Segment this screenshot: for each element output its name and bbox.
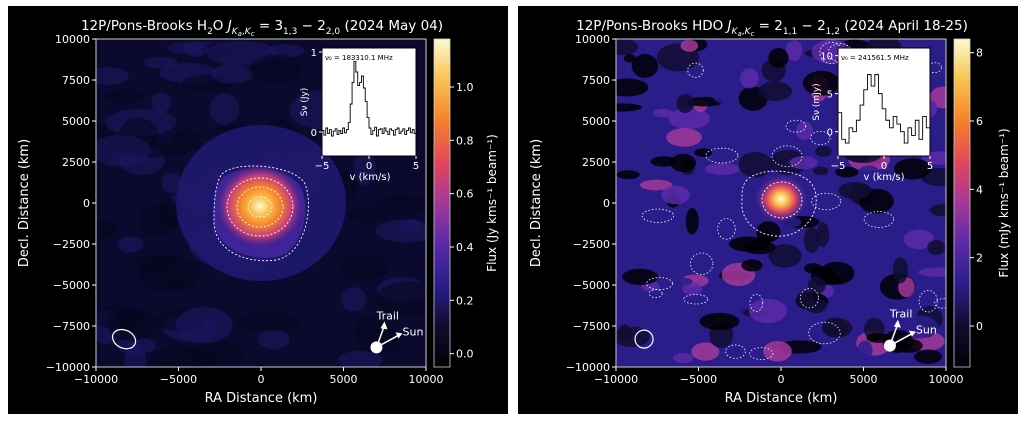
direction-arrows: Trail Sun: [883, 308, 937, 352]
sun-label: Sun: [403, 325, 424, 338]
x-tick-label: −5000: [680, 373, 717, 386]
trail-label: Trail: [376, 309, 399, 322]
y-tick-label: −5000: [53, 279, 90, 292]
colorbar-tick-label: 2: [976, 252, 983, 265]
colorbar: [953, 38, 971, 368]
contour-3sigma: [741, 170, 817, 237]
inset-x-tick-label: 5: [927, 161, 933, 172]
h2o-map-figure: 12P/Pons-Brooks H2O JKa,Kc = 31,3 − 22,0…: [17, 18, 499, 406]
x-tick-label: 5000: [330, 373, 358, 386]
colorbar-tick-label: 6: [976, 115, 983, 128]
x-tick-label: 10000: [929, 373, 964, 386]
x-tick-label: 10000: [409, 373, 444, 386]
y-axis-label: Decl. Distance (km): [529, 139, 544, 267]
y-tick-label: −5000: [573, 279, 610, 292]
left-panel: 12P/Pons-Brooks H2O JKa,Kc = 31,3 − 22,0…: [8, 6, 508, 414]
colorbar: [433, 38, 451, 368]
y-axis-label: Decl. Distance (km): [17, 139, 32, 267]
x-tick-label: −10000: [74, 373, 118, 386]
x-tick-label: 0: [258, 373, 265, 386]
inset-rest-frequency: ν₀ = 241561.5 MHz: [841, 54, 909, 62]
direction-arrows: Trail Sun: [370, 309, 424, 354]
colorbar-ticks: 0.0 0.2 0.4 0.6 0.8 1.0: [450, 81, 474, 361]
chart-title: 12P/Pons-Brooks HDO JKa,Kc = 21,1 − 21,2…: [576, 18, 968, 38]
colorbar-ticks: 0 2 4 6 8: [970, 47, 983, 333]
x-axis-label: RA Distance (km): [205, 391, 318, 406]
y-tick-label: −10000: [566, 361, 610, 374]
colorbar-tick-label: 0.2: [456, 294, 474, 307]
inset-y-tick-label: 0: [827, 128, 833, 139]
right-panel: 12P/Pons-Brooks HDO JKa,Kc = 21,1 − 21,2…: [518, 6, 1018, 414]
inset-y-tick-label: 5: [827, 90, 833, 101]
colorbar-label: Flux (mJy kms⁻¹ beam⁻¹): [997, 128, 1011, 277]
colorbar-tick-label: 4: [976, 183, 983, 196]
y-tick-label: −2500: [573, 238, 610, 251]
contour-6sigma: [761, 181, 803, 219]
inset-spectrum-line: [838, 74, 931, 144]
hdo-emission-core: [755, 175, 807, 223]
y-tick-label: 0: [603, 197, 610, 210]
spectrum-inset: −5 0 5 0 1 ν₀ = 183310.1 MHz v (km/s) Sν (Jy…: [300, 47, 419, 183]
inset-rest-frequency: ν₀ = 183310.1 MHz: [325, 54, 393, 62]
colorbar-tick-label: 0.6: [456, 188, 474, 201]
y-tick-label: 2500: [582, 156, 610, 169]
colorbar-tick-label: 0: [976, 320, 983, 333]
sun-label: Sun: [916, 324, 937, 337]
y-tick-label: 10000: [575, 33, 610, 46]
contour-3sigma: [213, 165, 309, 262]
hdo-map-figure: 12P/Pons-Brooks HDO JKa,Kc = 21,1 − 21,2…: [529, 18, 1011, 406]
inset-x-tick-label: 0: [366, 161, 372, 172]
h2o-emission-core: [214, 162, 306, 250]
y-tick-label: 5000: [62, 115, 90, 128]
y-tick-label: 5000: [582, 115, 610, 128]
inset-y-label: Sν (Jy): [300, 88, 310, 117]
colorbar-tick-label: 0.8: [456, 134, 474, 147]
y-tick-label: −10000: [46, 361, 90, 374]
x-tick-label: 5000: [850, 373, 878, 386]
colorbar-tick-label: 8: [976, 47, 983, 60]
chart-title: 12P/Pons-Brooks H2O JKa,Kc = 31,3 − 22,0…: [81, 18, 443, 38]
spectrum-inset: −5 0 5 0 5 10 ν₀ = 241561.5 MHz v (km/s) Sν (…: [812, 47, 933, 183]
colorbar-tick-label: 0.4: [456, 241, 474, 254]
inset-y-tick-label: 10: [820, 52, 833, 63]
inset-y-tick-label: 0: [311, 128, 317, 139]
inset-x-label: v (km/s): [863, 172, 904, 183]
beam-circle: [634, 329, 654, 349]
inset-spectrum-line: [322, 61, 417, 137]
contour-9sigma: [236, 186, 284, 228]
inset-x-tick-label: −5: [315, 161, 330, 172]
colorbar-tick-label: 0.0: [456, 348, 474, 361]
inset-x-tick-label: 0: [881, 161, 887, 172]
colorbar-tick-label: 1.0: [456, 81, 474, 94]
inset-x-label: v (km/s): [349, 172, 390, 183]
axes: −10000 −5000 0 5000 10000100007500500025000−…: [566, 33, 964, 386]
x-tick-label: 0: [778, 373, 785, 386]
axes: −10000 −5000 0 5000 10000100007500500025000−…: [46, 33, 444, 386]
trail-label: Trail: [889, 308, 912, 321]
y-tick-label: −7500: [573, 320, 610, 333]
y-tick-label: 7500: [62, 74, 90, 87]
y-tick-label: −7500: [53, 320, 90, 333]
inset-y-label: Sν (mJy): [812, 83, 822, 120]
colorbar-label: Flux (Jy kms⁻¹ beam⁻¹): [485, 134, 499, 272]
y-tick-label: 0: [83, 197, 90, 210]
inset-x-tick-label: −5: [831, 161, 846, 172]
x-tick-label: −5000: [160, 373, 197, 386]
y-tick-label: 7500: [582, 74, 610, 87]
y-tick-label: 10000: [55, 33, 90, 46]
beam-ellipse: [111, 328, 137, 350]
y-tick-label: −2500: [53, 238, 90, 251]
contour-6sigma: [226, 177, 294, 237]
y-tick-label: 2500: [62, 156, 90, 169]
inset-y-tick-label: 1: [311, 48, 317, 59]
x-tick-label: −10000: [594, 373, 638, 386]
inset-x-tick-label: 5: [413, 161, 419, 172]
contour-12sigma: [247, 196, 273, 218]
x-axis-label: RA Distance (km): [725, 391, 838, 406]
